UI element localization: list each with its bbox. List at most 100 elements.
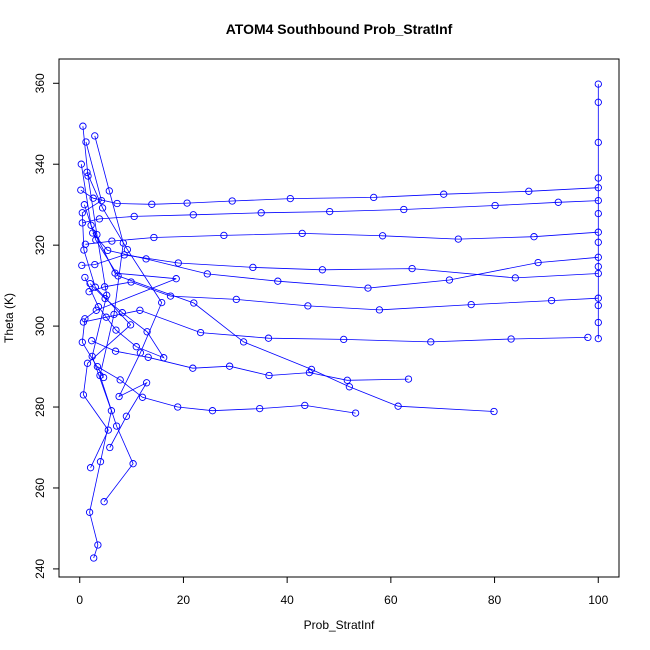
data-point [594,301,602,310]
data-point [112,422,121,430]
y-tick-label: 320 [33,235,47,255]
data-point [102,313,110,321]
data-point [86,279,94,288]
y-axis-label: Theta (K) [2,293,16,343]
data-point [264,334,273,342]
data-point [79,318,88,326]
data-point [80,201,89,209]
data-point [225,362,234,370]
data-point [257,209,265,217]
x-tick-label: 40 [280,593,294,607]
flight-trace-16 [594,80,602,343]
flight-trace-2 [77,160,180,382]
x-tick-label: 100 [588,593,608,607]
trace-line [91,340,409,381]
data-point [104,246,112,255]
data-point [93,362,102,371]
x-tick-label: 20 [177,593,191,607]
flight-trace-10 [88,337,413,384]
data-point [78,209,86,217]
trace-line [84,277,165,359]
data-point [108,237,116,245]
data-point [78,261,86,270]
data-point [408,264,416,273]
data-point [440,190,448,198]
data-point [150,233,158,242]
data-point [298,229,306,238]
data-point [370,193,378,202]
data-point [78,219,86,227]
data-point [88,337,96,345]
data-point [400,205,408,214]
data-point [507,335,515,343]
data-point [340,335,348,344]
data-point [130,212,138,221]
trace-line [92,232,599,289]
data-point [304,302,312,310]
data-point [286,194,294,203]
data-point [160,354,168,362]
data-point [106,443,114,452]
data-point [89,229,97,237]
data-point [119,239,127,247]
x-axis: 0 20 40 60 80 100 [76,577,609,607]
data-point [103,291,111,299]
data-series-layer [77,80,602,562]
data-point [174,403,182,411]
data-point [301,401,309,410]
data-point [91,260,99,269]
data-point [375,306,384,314]
flight-trace-15 [77,184,602,208]
data-point [364,284,372,292]
data-point [594,334,602,343]
data-point [404,375,413,383]
data-point [189,211,197,219]
data-point [534,258,542,267]
flight-trace-9 [79,306,592,346]
trace-line [81,254,599,279]
x-tick-label: 60 [384,593,398,607]
trace-line [83,309,588,343]
data-point [98,204,107,212]
data-point [239,338,248,346]
data-point [220,231,228,240]
flight-trace-6 [81,228,602,248]
data-point [305,368,314,377]
data-point [136,306,144,314]
data-point [78,338,86,346]
data-point [90,554,98,562]
data-point [249,263,257,272]
x-tick-label: 80 [488,593,502,607]
data-point [88,352,96,361]
data-point [530,233,538,241]
data-point [127,278,135,286]
data-point [91,283,99,291]
data-point [132,343,140,351]
y-tick-label: 260 [33,478,47,498]
data-point [174,259,182,267]
data-point [142,379,151,387]
data-point [525,187,533,195]
data-point [107,407,116,415]
data-point [345,383,354,391]
trace-line [84,204,495,412]
data-point [594,238,602,246]
data-point [96,458,105,466]
data-point [183,199,191,207]
data-point [467,300,475,309]
data-point [81,273,89,282]
flight-trace-5 [78,196,602,227]
data-point [228,197,236,205]
data-point [491,201,499,210]
data-point [89,194,97,202]
data-point [511,274,519,282]
flight-trace-4 [89,229,602,292]
trace-line [80,164,177,378]
data-point [594,98,602,106]
data-point [584,333,592,342]
data-point [116,376,124,384]
data-point [85,288,93,296]
flight-trace-13 [91,132,137,506]
data-point [138,393,147,401]
